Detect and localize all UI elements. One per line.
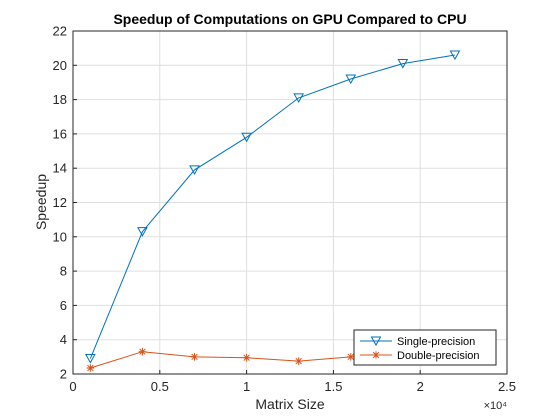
y-tick-label: 6 — [60, 298, 67, 313]
y-tick-label: 18 — [53, 92, 67, 107]
x-tick-label: 1.5 — [324, 379, 342, 394]
y-tick-label: 2 — [60, 367, 67, 382]
data-point — [86, 364, 95, 372]
legend-marker — [370, 336, 382, 347]
y-tick-label: 22 — [53, 24, 67, 39]
y-tick-label: 10 — [53, 229, 67, 244]
data-point — [294, 357, 303, 365]
y-tick-label: 20 — [53, 58, 67, 73]
y-tick-label: 4 — [60, 332, 67, 347]
legend-label: Double-precision — [397, 350, 480, 362]
data-point — [241, 132, 252, 143]
x-axis-label: Matrix Size — [255, 396, 324, 412]
data-point — [346, 353, 355, 361]
x-tick-label: 0.5 — [151, 379, 169, 394]
data-point — [345, 74, 357, 85]
series-single-precision — [85, 50, 461, 364]
legend-entry: Double-precision — [360, 350, 480, 362]
data-point — [449, 50, 461, 61]
legend-entry: Single-precision — [360, 336, 475, 348]
y-tick-label: 16 — [53, 126, 67, 141]
data-point — [242, 353, 251, 362]
x-tick-labels: 0 0.5 1 1.5 2 2.5 — [69, 379, 516, 394]
data-point — [85, 354, 96, 364]
y-tick-label: 12 — [53, 195, 67, 210]
x-tick-label: 0 — [69, 379, 76, 394]
y-tick-labels: 2 4 6 8 10 12 14 16 18 20 22 — [53, 24, 67, 382]
y-tick-label: 8 — [60, 264, 67, 279]
data-point — [189, 165, 200, 175]
grid-lines — [72, 30, 508, 375]
x-tick-label: 2 — [417, 379, 424, 394]
x-tick-label: 2.5 — [498, 379, 516, 394]
data-point — [397, 59, 409, 69]
chart-title: Speedup of Computations on GPU Compared … — [113, 11, 466, 27]
legend-box — [353, 329, 497, 366]
series-layer — [85, 50, 461, 372]
tick-marks — [72, 30, 508, 375]
legend-marker — [372, 351, 380, 359]
data-point — [137, 227, 148, 237]
series-line — [89, 54, 456, 359]
y-axis-label: Speedup — [33, 174, 49, 230]
legend-label: Single-precision — [397, 336, 475, 348]
legend: Single-precision Double-precision — [353, 329, 497, 366]
y-tick-label: 14 — [53, 161, 67, 176]
x-tick-label: 1 — [243, 379, 250, 394]
data-point — [190, 353, 199, 361]
x-axis-exponent: ×10⁴ — [484, 400, 508, 412]
data-point — [293, 93, 305, 103]
data-point — [138, 347, 147, 356]
